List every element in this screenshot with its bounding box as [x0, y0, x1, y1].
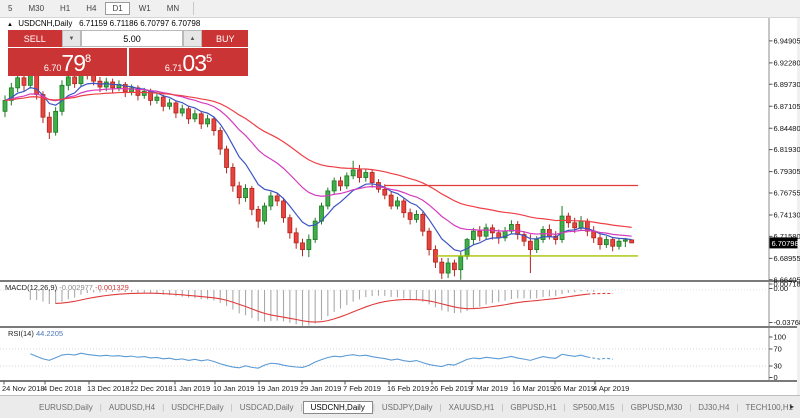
- tab-scroll-right-icon[interactable]: ▸: [789, 402, 794, 411]
- ask-prefix: 6.71: [164, 63, 183, 73]
- tab-xauusd-h1[interactable]: XAUUSD,H1: [448, 402, 495, 412]
- ask-big-digits: 03: [182, 50, 207, 76]
- sell-button[interactable]: SELL: [8, 30, 62, 47]
- tab-separator: |: [736, 402, 739, 412]
- ask-price[interactable]: 6.71 03 5: [129, 48, 248, 76]
- macd-signal-value: -0.001329: [95, 283, 129, 292]
- timeframe-button-h1[interactable]: H1: [60, 4, 71, 13]
- ask-pip-digit: 5: [206, 53, 213, 65]
- tab-separator: |: [162, 402, 165, 412]
- tab-separator: |: [689, 402, 692, 412]
- tab-usdchf-daily[interactable]: USDCHF,Daily: [171, 402, 224, 412]
- tab-separator: |: [501, 402, 504, 412]
- tab-separator: |: [372, 402, 375, 412]
- tab-tech100-h1[interactable]: TECH100,H1: [745, 402, 794, 412]
- rsi-name: RSI(14): [8, 329, 34, 338]
- tab-gbpusd-h1[interactable]: GBPUSD,H1: [510, 402, 557, 412]
- bid-pip-digit: 8: [85, 53, 92, 65]
- macd-name: MACD(12,26,9): [5, 283, 58, 292]
- tab-separator: |: [99, 402, 102, 412]
- tab-eurusd-daily[interactable]: EURUSD,Daily: [39, 402, 93, 412]
- tab-separator: |: [563, 402, 566, 412]
- volume-decrement-icon[interactable]: ▼: [61, 30, 82, 47]
- tab-sp500-m15[interactable]: SP500,M15: [572, 402, 615, 412]
- rsi-value: 44.2205: [35, 329, 64, 338]
- timeframe-button-h4[interactable]: H4: [86, 4, 97, 13]
- tab-usdjpy-daily[interactable]: USDJPY,Daily: [381, 402, 433, 412]
- tab-dj30-h4[interactable]: DJ30,H4: [698, 402, 730, 412]
- timeframe-button-5[interactable]: 5: [8, 4, 13, 13]
- bid-prefix: 6.70: [43, 63, 62, 73]
- buy-button[interactable]: BUY: [202, 30, 248, 47]
- collapse-icon[interactable]: ▲: [7, 22, 13, 28]
- one-click-trading-panel: SELL ▼ 5.00 ▲ BUY 6.70 79 8 6.71 03 5: [8, 30, 248, 76]
- chart-ohlc-values: 6.71159 6.71186 6.70797 6.70798: [79, 19, 201, 28]
- bid-price[interactable]: 6.70 79 8: [8, 48, 127, 76]
- timeframe-button-m30[interactable]: M30: [28, 4, 45, 13]
- timeframe-toolbar: 5 M30 H1 H4 D1 W1 MN: [0, 0, 800, 18]
- tab-usdcnh-daily[interactable]: USDCNH,Daily: [302, 400, 373, 414]
- volume-increment-icon[interactable]: ▲: [182, 30, 203, 47]
- chart-symbol-title: USDCNH,Daily: [18, 19, 73, 28]
- tab-separator: |: [439, 402, 442, 412]
- toolbar-separator: [193, 2, 195, 15]
- tab-audusd-h4[interactable]: AUDUSD,H4: [108, 402, 156, 412]
- timeframe-button-mn[interactable]: MN: [166, 4, 180, 13]
- volume-input[interactable]: 5.00: [81, 30, 183, 47]
- macd-main-value: -0.002977: [59, 283, 93, 292]
- rsi-indicator-label: RSI(14) 44.2205: [8, 329, 63, 338]
- tab-gbpusd-m30[interactable]: GBPUSD,M30: [630, 402, 683, 412]
- tab-usdcad-daily[interactable]: USDCAD,Daily: [239, 402, 294, 412]
- timeframe-button-w1[interactable]: W1: [138, 4, 151, 13]
- bid-big-digits: 79: [61, 50, 86, 76]
- macd-indicator-label: MACD(12,26,9) -0.002977 -0.001329: [5, 283, 129, 292]
- symbol-tab-bar: EURUSD,Daily | AUDUSD,H4 | USDCHF,Daily | USDC…: [0, 395, 800, 418]
- timeframe-button-d1[interactable]: D1: [105, 2, 130, 15]
- tab-separator: |: [621, 402, 624, 412]
- chart-header: ▲ USDCNH,Daily 6.71159 6.71186 6.70797 6…: [7, 19, 200, 28]
- tab-separator: |: [230, 402, 233, 412]
- tab-separator: |: [300, 402, 303, 412]
